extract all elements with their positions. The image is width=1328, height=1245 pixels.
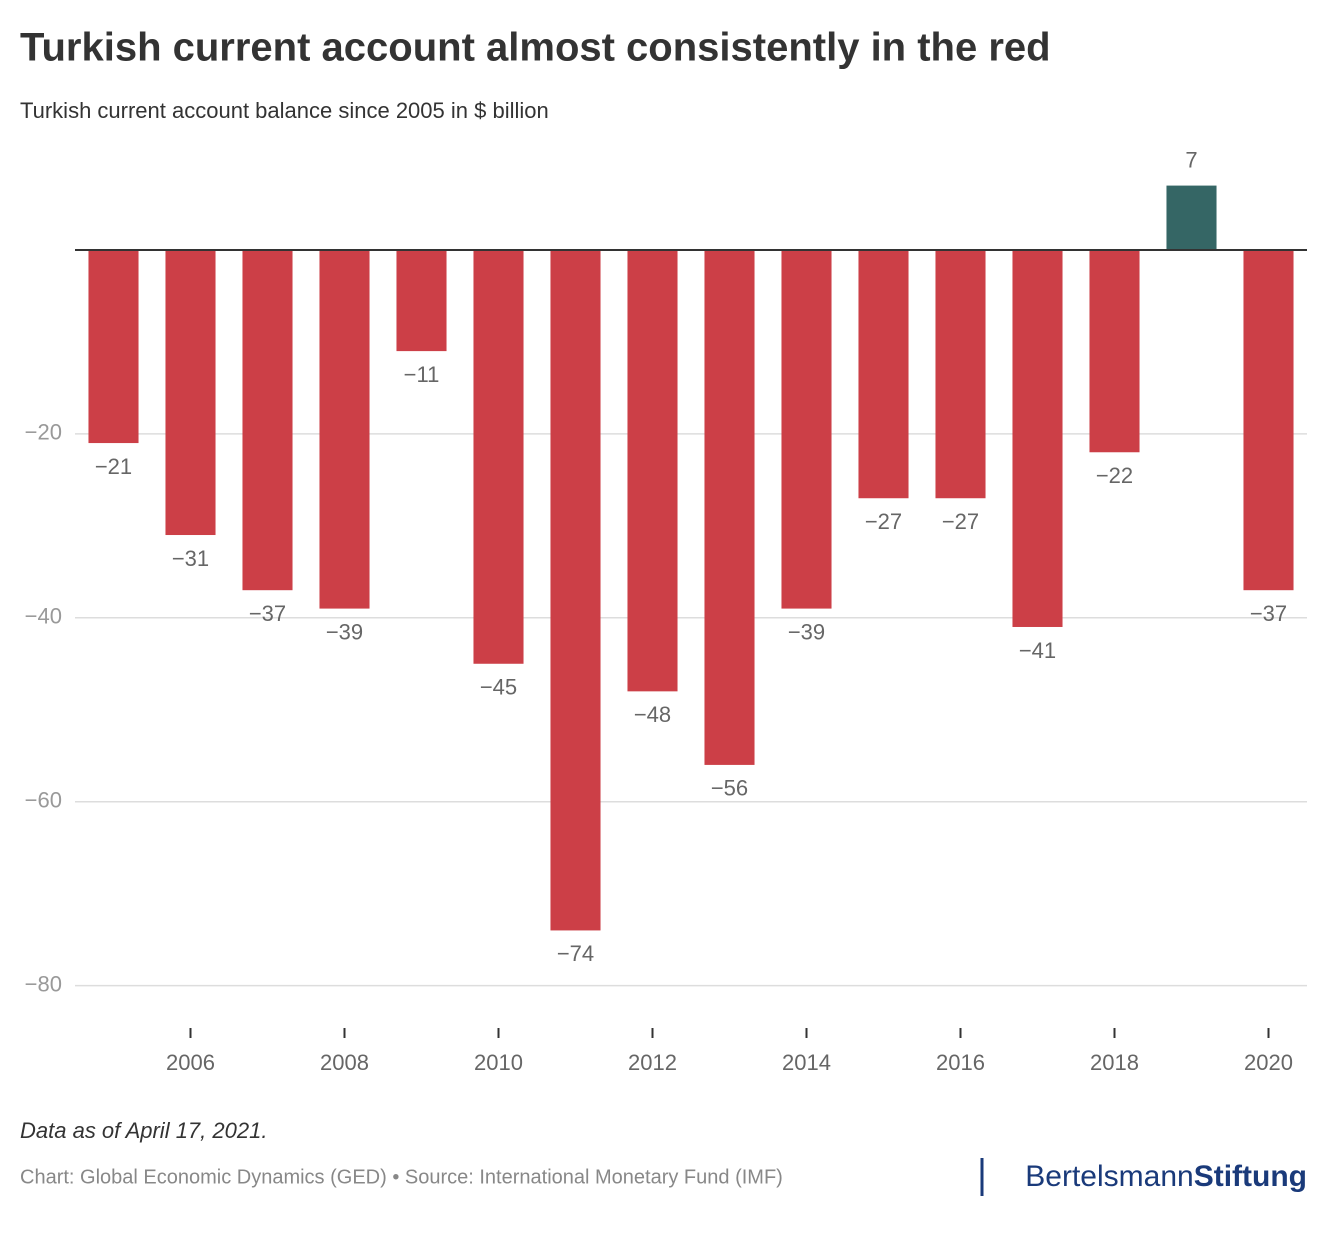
value-label: −74 <box>557 941 594 966</box>
y-tick-label: −60 <box>25 788 62 813</box>
bar <box>1012 249 1063 627</box>
value-label: −11 <box>404 362 440 387</box>
bar <box>704 249 755 765</box>
x-tick-label: 2018 <box>1090 1050 1139 1075</box>
value-label: −37 <box>249 601 286 626</box>
bar <box>319 249 370 609</box>
source: Chart: Global Economic Dynamics (GED) • … <box>20 1166 783 1188</box>
value-label: −21 <box>95 454 132 479</box>
value-label: −39 <box>326 619 363 644</box>
value-label: −41 <box>1019 638 1056 663</box>
bar <box>1166 185 1217 250</box>
bar <box>550 249 601 931</box>
value-label: −45 <box>480 675 517 700</box>
x-tick-label: 2006 <box>166 1050 215 1075</box>
value-label: −22 <box>1096 463 1133 488</box>
value-label: −27 <box>942 509 979 534</box>
chart-subtitle: Turkish current account balance since 20… <box>20 98 549 123</box>
bar <box>396 249 447 352</box>
value-label: 7 <box>1185 147 1197 172</box>
x-tick-label: 2020 <box>1244 1050 1293 1075</box>
bar <box>781 249 832 609</box>
x-tick-label: 2012 <box>628 1050 677 1075</box>
bar <box>1243 249 1294 591</box>
bar <box>1089 249 1140 453</box>
y-tick-label: −20 <box>25 420 62 445</box>
bar <box>935 249 986 499</box>
chart-title: Turkish current account almost consisten… <box>20 26 1051 70</box>
value-label: −48 <box>634 702 671 727</box>
bar <box>242 249 293 591</box>
x-tick-label: 2014 <box>782 1050 831 1075</box>
bar <box>88 249 139 444</box>
logo: BertelsmannStiftung <box>1025 1160 1307 1193</box>
x-tick-label: 2010 <box>474 1050 523 1075</box>
bar <box>858 249 909 499</box>
x-tick-label: 2016 <box>936 1050 985 1075</box>
y-tick-label: −80 <box>25 971 62 996</box>
bar <box>473 249 524 664</box>
y-tick-label: −40 <box>25 604 62 629</box>
value-label: −39 <box>788 619 825 644</box>
x-tick-label: 2008 <box>320 1050 369 1075</box>
value-label: −31 <box>172 546 209 571</box>
logo-second: Stiftung <box>1194 1160 1307 1193</box>
bar <box>165 249 216 536</box>
value-label: −37 <box>1250 601 1287 626</box>
note: Data as of April 17, 2021. <box>20 1118 267 1143</box>
value-label: −27 <box>865 509 902 534</box>
bar <box>627 249 678 692</box>
value-label: −56 <box>711 776 748 801</box>
logo-first: Bertelsmann <box>1025 1160 1193 1193</box>
